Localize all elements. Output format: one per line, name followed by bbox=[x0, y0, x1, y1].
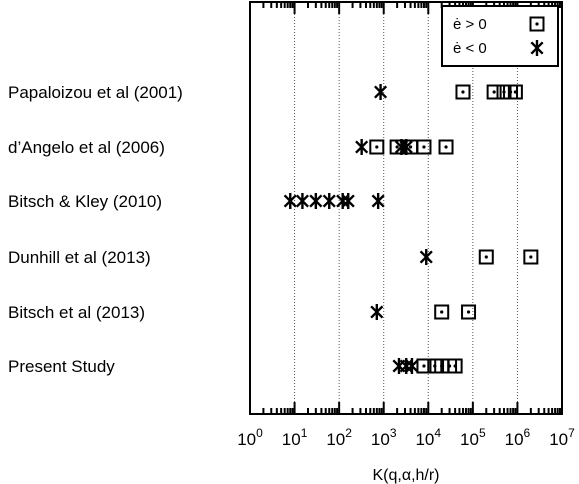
square-point bbox=[461, 304, 477, 320]
square-point bbox=[438, 139, 454, 155]
legend-label-positive: ė > 0 bbox=[453, 16, 487, 33]
x-axis-title: K(q,α,h/r) bbox=[372, 467, 439, 484]
asterisk-point bbox=[370, 304, 384, 320]
asterisk-point bbox=[419, 249, 433, 265]
asterisk-point bbox=[371, 193, 385, 209]
x-tick-label: 100 bbox=[237, 426, 263, 449]
x-tick-label: 102 bbox=[326, 426, 352, 449]
category-label: Bitsch & Kley (2010) bbox=[8, 192, 162, 211]
asterisk-point bbox=[283, 193, 297, 209]
category-label: Present Study bbox=[8, 357, 115, 376]
x-tick-label: 101 bbox=[282, 426, 308, 449]
category-label: Bitsch et al (2013) bbox=[8, 303, 145, 322]
legend-asterisk-marker bbox=[530, 40, 544, 56]
category-label: d’Angelo et al (2006) bbox=[8, 138, 165, 157]
square-point bbox=[486, 84, 502, 100]
x-tick-label: 104 bbox=[415, 426, 441, 449]
legend-square-marker bbox=[529, 16, 545, 32]
square-point bbox=[455, 84, 471, 100]
asterisk-point bbox=[322, 193, 336, 209]
square-point bbox=[478, 249, 494, 265]
asterisk-point bbox=[399, 139, 413, 155]
legend-square bbox=[529, 16, 545, 32]
x-tick-label: 103 bbox=[371, 426, 397, 449]
legend-label-negative: ė < 0 bbox=[453, 40, 487, 57]
x-tick-label: 105 bbox=[460, 426, 486, 449]
category-label: Papaloizou et al (2001) bbox=[8, 83, 183, 102]
asterisk-point bbox=[341, 193, 355, 209]
square-point bbox=[369, 139, 385, 155]
square-point bbox=[447, 358, 463, 374]
asterisk-point bbox=[392, 358, 406, 374]
data-points bbox=[283, 84, 539, 374]
asterisk-point bbox=[309, 193, 323, 209]
square-point bbox=[434, 304, 450, 320]
square-point bbox=[523, 249, 539, 265]
x-tick-labels: 100 101 102 103 104 105 106 107 bbox=[237, 426, 575, 449]
asterisk-point bbox=[355, 139, 369, 155]
square-point bbox=[416, 358, 432, 374]
x-tick-label: 106 bbox=[505, 426, 531, 449]
square-point bbox=[507, 84, 523, 100]
category-labels: Papaloizou et al (2001) d’Angelo et al (2… bbox=[8, 83, 183, 376]
legend: ė > 0 ė < 0 bbox=[441, 5, 559, 67]
legend-box bbox=[441, 5, 559, 67]
legend-asterisk bbox=[530, 40, 544, 56]
asterisk-point bbox=[405, 358, 419, 374]
asterisk-point bbox=[295, 193, 309, 209]
asterisk-point bbox=[374, 84, 388, 100]
square-point bbox=[416, 139, 432, 155]
x-tick-label: 107 bbox=[549, 426, 575, 449]
category-label: Dunhill et al (2013) bbox=[8, 248, 151, 267]
plot-frame bbox=[249, 1, 563, 415]
